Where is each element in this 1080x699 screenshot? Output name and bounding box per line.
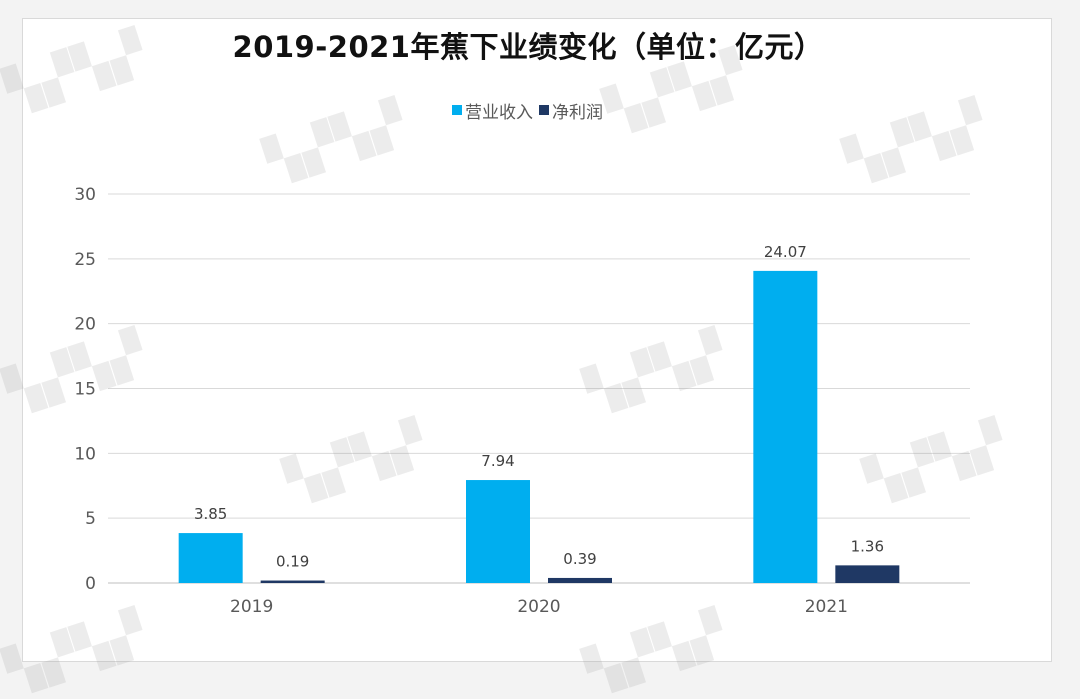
y-tick-label: 25 xyxy=(74,250,96,270)
data-label-net-profit: 0.39 xyxy=(563,550,596,568)
y-tick-label: 15 xyxy=(74,380,96,400)
data-label-revenue: 3.85 xyxy=(194,505,227,523)
data-label-net-profit: 0.19 xyxy=(276,553,309,571)
chart-title: 2019-2021年蕉下业绩变化（单位：亿元） xyxy=(232,30,824,64)
y-tick-label: 20 xyxy=(74,315,96,335)
bar-net-profit xyxy=(835,565,900,583)
x-tick-label: 2021 xyxy=(805,597,848,617)
bar-net-profit xyxy=(548,577,612,583)
legend-label-revenue: 营业收入 xyxy=(465,102,533,123)
bar-revenue xyxy=(753,270,818,583)
bar-revenue xyxy=(178,533,243,583)
legend-swatch-revenue xyxy=(452,105,462,115)
chart-legend: 营业收入 净利润 xyxy=(452,98,603,123)
data-label-revenue: 7.94 xyxy=(481,452,514,470)
y-tick-label: 0 xyxy=(85,574,96,594)
y-tick-label: 30 xyxy=(74,185,96,205)
x-tick-label: 2020 xyxy=(517,597,560,617)
data-label-revenue: 24.07 xyxy=(764,243,807,261)
legend-item-net-profit: 净利润 xyxy=(539,98,603,123)
legend-item-revenue: 营业收入 xyxy=(452,98,533,123)
y-tick-label: 5 xyxy=(85,509,96,529)
bar-revenue xyxy=(466,480,530,583)
y-tick-label: 10 xyxy=(74,444,96,464)
bar-net-profit xyxy=(260,580,325,583)
legend-swatch-net-profit xyxy=(539,105,549,115)
x-tick-label: 2019 xyxy=(230,597,273,617)
legend-label-net-profit: 净利润 xyxy=(552,102,603,123)
data-label-net-profit: 1.36 xyxy=(851,537,884,555)
